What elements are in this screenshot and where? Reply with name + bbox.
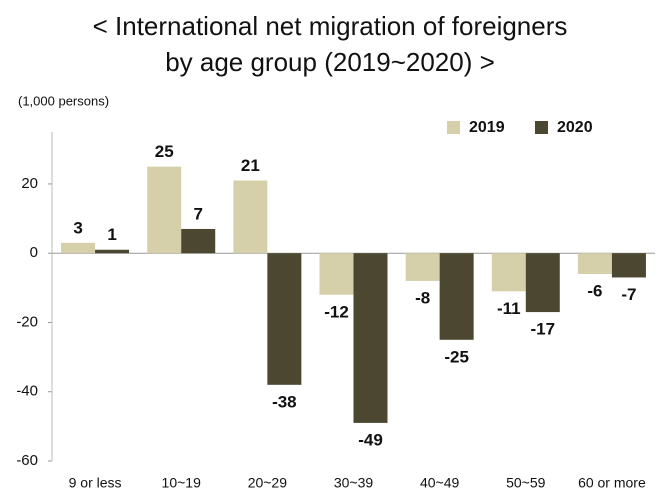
- bar: [233, 180, 268, 254]
- chart-title: by age group (2019~2020) >: [165, 47, 495, 77]
- legend-label: 2020: [557, 119, 593, 136]
- bar: [147, 166, 182, 254]
- x-tick-label: 9 or less: [69, 475, 122, 491]
- legend-label: 2019: [469, 119, 505, 136]
- legend-swatch: [535, 121, 548, 134]
- data-label: 25: [155, 142, 174, 161]
- y-axis-label: (1,000 persons): [18, 93, 109, 108]
- data-label: -11: [497, 299, 521, 318]
- bar: [611, 253, 646, 278]
- data-label: 3: [73, 218, 82, 237]
- bar: [577, 253, 612, 274]
- x-tick-label: 50~59: [506, 475, 546, 491]
- bar: [319, 253, 354, 295]
- data-label: 7: [193, 204, 202, 223]
- y-tick-label: 0: [30, 244, 38, 261]
- data-label: -17: [530, 320, 555, 339]
- y-tick-label: -20: [16, 313, 38, 330]
- data-label: 1: [107, 225, 116, 244]
- data-label: -25: [444, 347, 469, 366]
- data-label: 21: [241, 156, 260, 175]
- x-tick-label: 10~19: [162, 475, 202, 491]
- chart-title: < International net migration of foreign…: [93, 11, 568, 41]
- bar: [181, 228, 216, 254]
- data-label: -38: [272, 392, 297, 411]
- y-tick-label: -60: [16, 452, 38, 469]
- data-label: -12: [324, 302, 349, 321]
- bar: [525, 253, 560, 313]
- x-tick-label: 20~29: [248, 475, 288, 491]
- x-tick-label: 60 or more: [578, 475, 646, 491]
- x-tick-label: 40~49: [420, 475, 460, 491]
- bar: [439, 253, 474, 340]
- data-label: -7: [621, 285, 636, 304]
- data-label: -8: [415, 288, 430, 307]
- bar: [491, 253, 526, 292]
- bar: [353, 253, 388, 423]
- bar: [405, 253, 440, 281]
- bar: [95, 249, 130, 254]
- bar: [267, 253, 302, 385]
- legend-swatch: [447, 121, 460, 134]
- data-label: -49: [358, 430, 383, 449]
- y-tick-label: 20: [21, 175, 38, 192]
- bar: [61, 242, 96, 254]
- x-tick-label: 30~39: [334, 475, 374, 491]
- y-tick-label: -40: [16, 383, 38, 400]
- data-label: -6: [587, 281, 602, 300]
